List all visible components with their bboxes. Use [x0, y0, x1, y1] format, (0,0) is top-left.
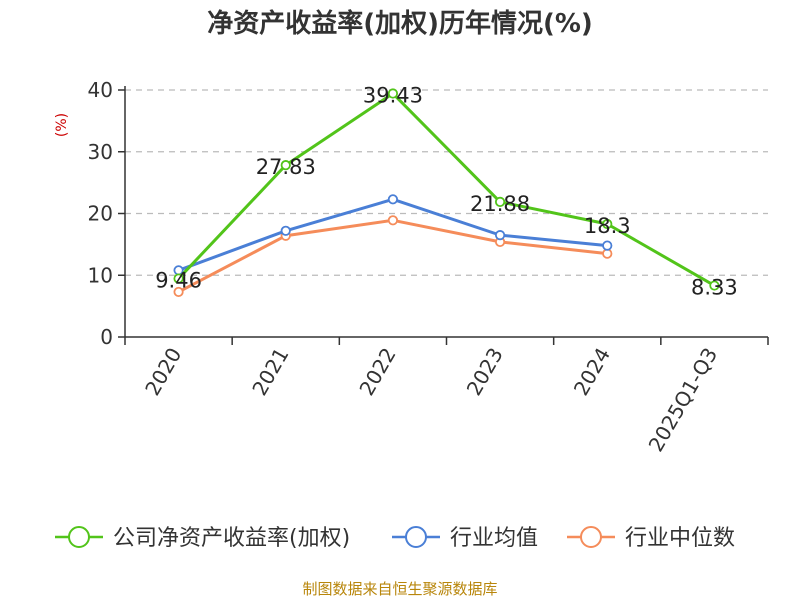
y-tick-label: 30	[88, 140, 113, 164]
data-point	[494, 196, 506, 207]
data-label: 8.33	[691, 276, 738, 300]
series-line	[177, 92, 716, 287]
data-point	[387, 215, 399, 226]
data-label: 9.46	[155, 269, 202, 293]
series-1	[173, 194, 613, 276]
data-label: 18.3	[584, 214, 631, 238]
x-tick-label: 2022	[354, 344, 400, 400]
data-point	[602, 240, 613, 251]
data-point	[173, 273, 184, 284]
x-tick-label: 2025Q1-Q3	[644, 344, 723, 456]
x-tick-label: 2020	[140, 344, 186, 400]
source-note: 制图数据来自恒生聚源数据库	[302, 580, 497, 598]
data-point	[387, 194, 399, 205]
series-2	[173, 215, 613, 298]
data-point	[173, 286, 184, 298]
legend-swatch-marker	[405, 526, 427, 548]
y-tick-label: 10	[88, 263, 113, 287]
y-tick-label: 40	[88, 78, 113, 102]
legend-swatch-marker	[68, 526, 90, 548]
chart-title: 净资产收益率(加权)历年情况(%)	[207, 8, 593, 39]
legend-item: 公司净资产收益率(加权)	[55, 526, 350, 551]
x-tick-label: 2023	[462, 344, 508, 400]
legend-item: 行业均值	[392, 526, 538, 551]
data-point	[709, 280, 720, 291]
y-tick-label: 0	[100, 325, 113, 349]
x-tick-label: 2024	[569, 344, 615, 400]
y-tick-label: 20	[88, 202, 113, 226]
y-axis-label: (%)	[54, 113, 70, 137]
data-point	[387, 88, 399, 99]
series-0	[173, 88, 720, 291]
legend-swatch-marker	[580, 526, 602, 548]
data-point	[602, 218, 613, 230]
legend-item: 行业中位数	[567, 526, 735, 551]
x-tick-label: 2021	[247, 344, 293, 400]
series-line	[177, 218, 608, 294]
legend-label: 行业均值	[450, 526, 538, 551]
legend-label: 公司净资产收益率(加权)	[113, 526, 350, 551]
data-point	[494, 230, 506, 241]
data-point	[280, 160, 291, 171]
data-label: 21.88	[470, 192, 530, 216]
legend-label: 行业中位数	[625, 526, 735, 551]
data-label: 39.43	[363, 84, 423, 108]
data-point	[280, 225, 291, 236]
data-label: 27.83	[256, 155, 316, 179]
